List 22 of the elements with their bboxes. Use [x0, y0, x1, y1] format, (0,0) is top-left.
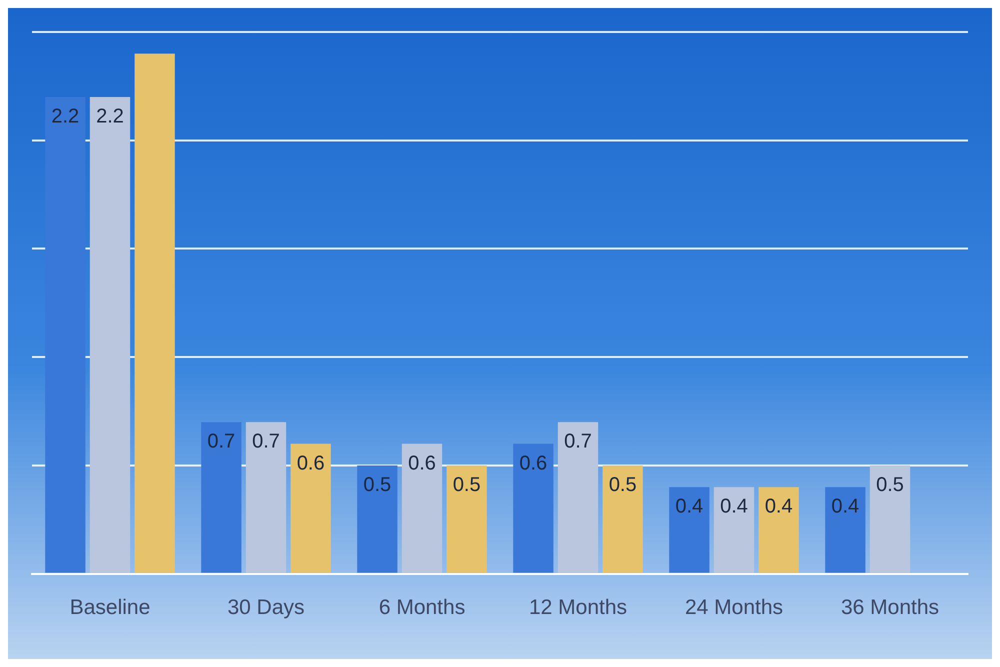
data-label: 0.6	[408, 452, 436, 474]
x-tick-label: 30 Days	[227, 596, 305, 620]
x-tick-label: 12 Months	[528, 596, 628, 620]
data-label: 0.6	[296, 452, 325, 474]
x-tick-label: 24 Months	[684, 596, 784, 620]
data-label: 0.5	[608, 474, 637, 496]
data-label: 0.5	[876, 474, 904, 496]
data-label: 0.5	[452, 474, 481, 496]
data-label: 0.4	[831, 496, 860, 518]
data-label: 2.2	[96, 106, 124, 128]
data-label: 0.4	[764, 496, 793, 518]
x-tick-label: 36 Months	[840, 596, 940, 620]
data-label: 0.4	[720, 496, 748, 518]
data-label: 2.2	[51, 106, 80, 128]
data-label: 0.7	[207, 430, 236, 453]
data-label: 0.4	[675, 496, 704, 518]
data-label: 0.5	[363, 474, 392, 496]
x-tick-label: 6 Months	[378, 596, 466, 620]
data-label: 0.7	[252, 430, 280, 453]
x-tick-label: Baseline	[70, 596, 150, 620]
data-label: 0.7	[564, 430, 592, 453]
data-label: 0.6	[519, 452, 548, 474]
